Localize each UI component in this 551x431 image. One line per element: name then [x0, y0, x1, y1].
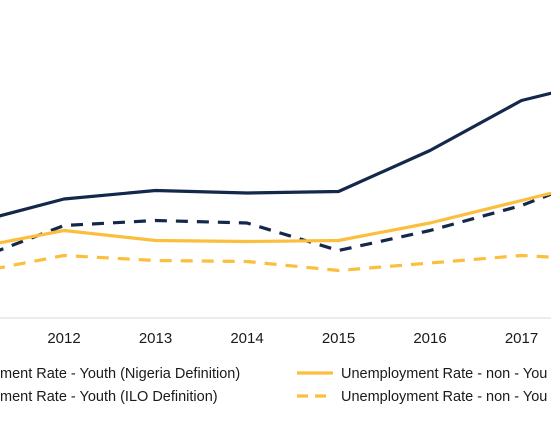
series-line-3 [0, 191, 551, 245]
legend-label-2: ment Rate - Youth (ILO Definition) [0, 389, 218, 405]
legend-label-1: ment Rate - Youth (Nigeria Definition) [0, 366, 240, 382]
x-tick-label-2014: 2014 [230, 330, 263, 347]
x-axis-ticks: 2012 2013 2014 2015 2016 2017 [47, 330, 538, 347]
x-tick-label-2012: 2012 [47, 330, 80, 347]
series-line-1 [0, 91, 551, 218]
x-tick-label-2017: 2017 [505, 330, 538, 347]
x-tick-label-2013: 2013 [139, 330, 172, 347]
x-tick-label-2016: 2016 [413, 330, 446, 347]
legend-label-4: Unemployment Rate - non - You [341, 389, 547, 405]
legend: ment Rate - Youth (Nigeria Definition) me… [0, 366, 547, 405]
series-line-2 [0, 192, 551, 253]
x-tick-label-2015: 2015 [322, 330, 355, 347]
series-layer [0, 91, 551, 273]
series-line-4 [0, 253, 551, 273]
legend-label-3: Unemployment Rate - non - You [341, 366, 547, 382]
